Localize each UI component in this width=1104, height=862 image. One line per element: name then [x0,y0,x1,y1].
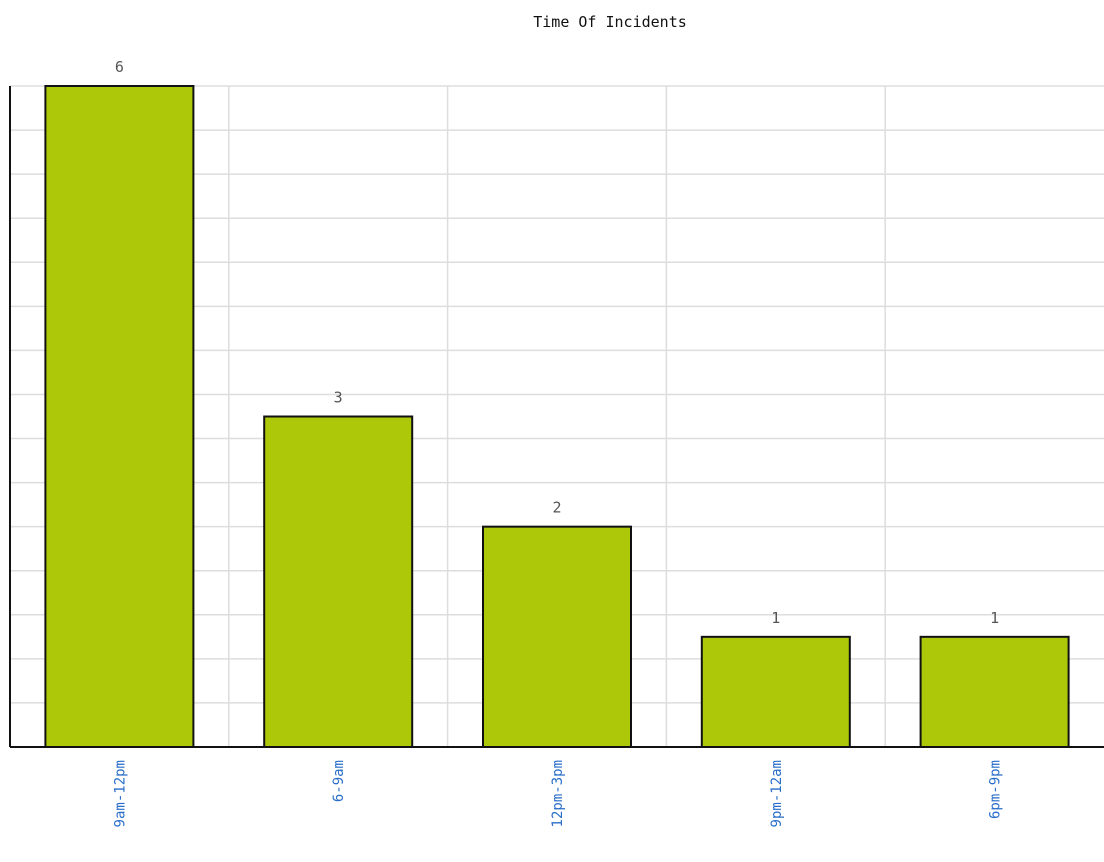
bar-12pm-3pm[interactable] [482,525,632,749]
bar-6pm-9pm[interactable] [919,635,1070,748]
bars [44,85,1070,749]
data-labels: 6 3 2 1 1 [115,58,999,627]
x-tick-labels: 9am-12pm 6-9am 12pm-3pm 9pm-12am 6pm-9pm [112,760,1003,827]
bar-9pm-12am[interactable] [700,635,851,748]
x-tick-label: 6pm-9pm [988,760,1004,819]
data-label: 3 [334,389,343,407]
axes [9,86,1104,748]
x-tick-label: 6-9am [331,760,347,802]
x-tick-label: 9pm-12am [769,760,785,827]
x-tick-label: 12pm-3pm [550,760,566,827]
bar-9am-12pm[interactable] [44,85,195,748]
x-tick-label: 9am-12pm [112,760,128,827]
data-label: 2 [552,499,561,517]
data-label: 1 [990,609,999,627]
data-label: 1 [771,609,780,627]
data-label: 6 [115,58,124,76]
bar-6-9am[interactable] [263,415,414,748]
chart-title: Time Of Incidents [533,13,687,31]
